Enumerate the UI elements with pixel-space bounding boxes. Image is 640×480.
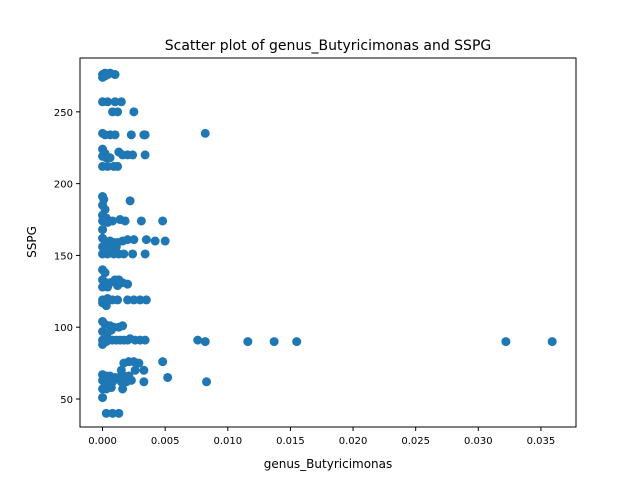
scatter-point [200,128,210,138]
scatter-point [113,281,123,291]
x-tick-label: 0.020 [339,436,368,447]
scatter-point [129,107,139,117]
scatter-point [140,130,150,140]
scatter-point [103,97,113,107]
scatter-point [292,337,302,347]
y-axis: 50 100 150 200 250 [54,108,80,406]
scatter-point [128,249,138,259]
scatter-point [123,235,133,245]
scatter-point [141,235,151,245]
x-tick-label: 0.005 [151,436,180,447]
y-tick-label: 150 [54,251,73,262]
scatter-point [123,279,133,289]
x-tick-label: 0.015 [276,436,305,447]
scatter-point [106,325,116,335]
scatter-point [101,337,111,347]
chart-title: Scatter plot of genus_Butyricimonas and … [165,38,491,54]
x-tick-label: 0.000 [88,436,117,447]
scatter-point [118,321,128,331]
scatter-point [101,240,111,250]
scatter-point [160,236,170,246]
y-tick-label: 250 [54,108,73,119]
scatter-point [101,301,111,311]
scatter-point [98,225,108,235]
scatter-point [98,393,108,403]
scatter-point [113,107,123,117]
x-axis-label: genus_Butyricimonas [264,457,393,471]
y-tick-label: 100 [54,323,73,334]
scatter-point [129,235,139,245]
scatter-point [150,236,160,246]
scatter-point [108,216,118,226]
x-tick-label: 0.025 [401,436,430,447]
scatter-point [243,337,253,347]
scatter-point [200,337,210,347]
scatter-point [105,153,115,163]
scatter-point [140,249,150,259]
plot-frame [79,57,577,428]
scatter-point [114,408,124,418]
scatter-point [140,150,150,160]
scatter-point [103,249,113,259]
x-tick-label: 0.010 [213,436,242,447]
scatter-point [193,335,203,345]
scatter-point [110,97,120,107]
scatter-point [501,337,511,347]
scatter-point [163,372,173,382]
scatter-point [123,295,133,305]
scatter-point [113,295,123,305]
scatter-point [118,384,128,394]
scatter-point [202,377,212,387]
scatter-point [119,249,129,259]
y-tick-label: 200 [54,180,73,191]
scatter-point [139,365,149,375]
x-axis: 0.000 0.005 0.010 0.015 0.020 0.025 0.030 0.035 [88,427,555,447]
scatter-point [100,71,110,81]
scatter-point [134,358,144,368]
scatter-point [106,383,116,393]
scatter-point [130,365,140,375]
scatter-point [103,161,113,171]
scatter-point [100,268,110,278]
y-axis-label: SSPG [25,226,39,258]
scatter-point [113,161,123,171]
x-tick-label: 0.030 [464,436,493,447]
scatter-point [110,130,120,140]
scatter-point [129,295,139,305]
scatter-point [111,242,121,252]
scatter-point [103,282,113,292]
scatter-point [158,216,168,226]
scatter-point [136,216,146,226]
scatter-point [125,196,135,206]
scatter-point [547,337,557,347]
scatter-point [269,337,279,347]
x-tick-label: 0.035 [527,436,556,447]
scatter-point [139,377,149,387]
scatter-point [110,70,120,80]
scatter-point [120,216,130,226]
scatter-point [128,150,138,160]
scatter-point [126,130,136,140]
scatter-point [135,295,145,305]
scatter-point [108,408,118,418]
points-layer [98,68,557,418]
y-tick-label: 50 [60,395,73,406]
scatter-point [101,408,111,418]
scatter-point [116,97,126,107]
scatter-point [141,295,151,305]
scatter-point [126,375,136,385]
scatter-point [140,335,150,345]
scatter-point [158,357,168,367]
